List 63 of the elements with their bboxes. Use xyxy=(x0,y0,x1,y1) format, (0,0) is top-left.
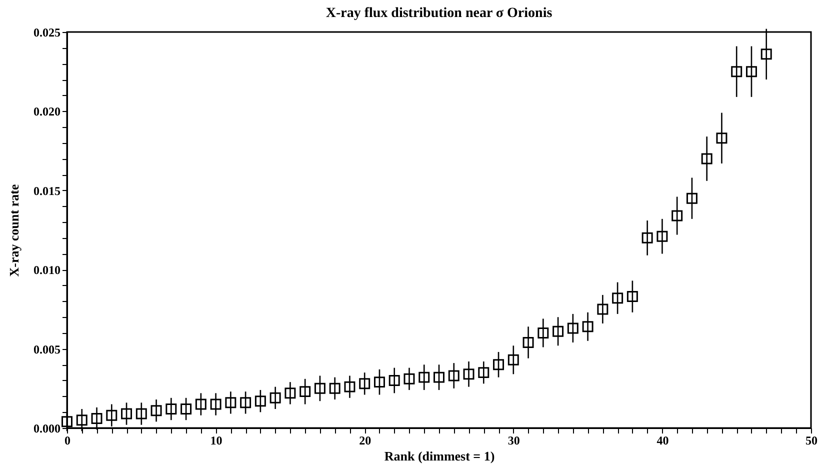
point xyxy=(329,382,340,394)
point xyxy=(672,210,683,222)
point xyxy=(522,336,534,348)
point xyxy=(180,404,192,414)
point xyxy=(91,413,102,424)
point xyxy=(240,397,252,408)
point xyxy=(76,414,88,426)
point xyxy=(388,374,400,386)
y-tick-label: 0.005 xyxy=(34,342,60,356)
point xyxy=(121,408,132,420)
chart-title: X-ray flux distribution near σ Orionis xyxy=(326,6,553,21)
point xyxy=(434,372,444,383)
point xyxy=(62,416,72,428)
point xyxy=(701,153,712,164)
point xyxy=(597,304,608,315)
point xyxy=(150,405,162,416)
point xyxy=(195,398,206,410)
point xyxy=(448,370,460,382)
point xyxy=(478,367,490,378)
x-axis-title: Rank (dimmest = 1) xyxy=(384,448,495,464)
point xyxy=(493,359,504,370)
point xyxy=(686,192,698,204)
point xyxy=(254,396,266,407)
point xyxy=(270,392,281,404)
y-tick-label: 0.015 xyxy=(34,184,60,198)
point xyxy=(463,368,474,380)
x-tick-label: 20 xyxy=(359,434,372,448)
point xyxy=(746,66,757,78)
x-tick-label: 0 xyxy=(64,434,70,448)
x-tick-label: 50 xyxy=(806,434,818,448)
point xyxy=(626,291,638,302)
y-tick-label: 0.025 xyxy=(34,26,60,40)
point xyxy=(106,410,118,421)
point xyxy=(300,386,311,398)
point xyxy=(210,398,222,410)
point xyxy=(136,408,147,420)
point xyxy=(731,66,742,78)
point xyxy=(612,292,624,304)
point xyxy=(642,232,653,244)
point xyxy=(538,327,549,338)
point xyxy=(552,326,564,337)
y-tick-label: 0.010 xyxy=(34,263,60,278)
y-axis-title: X-ray count rate xyxy=(6,184,22,277)
point xyxy=(418,372,430,383)
point xyxy=(760,48,772,60)
point xyxy=(284,388,296,399)
point xyxy=(374,376,385,388)
x-tick-label: 10 xyxy=(210,434,222,448)
point xyxy=(567,322,578,334)
point xyxy=(582,321,594,332)
point xyxy=(656,230,668,242)
x-tick-label: 40 xyxy=(656,434,669,448)
point xyxy=(344,381,356,392)
point xyxy=(166,404,177,414)
point xyxy=(225,397,236,408)
point xyxy=(314,382,326,394)
point xyxy=(716,132,728,144)
point xyxy=(404,373,415,384)
y-tick-label: 0.020 xyxy=(34,104,60,119)
x-tick-label: 30 xyxy=(508,434,520,448)
point xyxy=(359,378,370,390)
y-tick-label: 0.000 xyxy=(34,422,60,436)
point xyxy=(508,354,519,366)
